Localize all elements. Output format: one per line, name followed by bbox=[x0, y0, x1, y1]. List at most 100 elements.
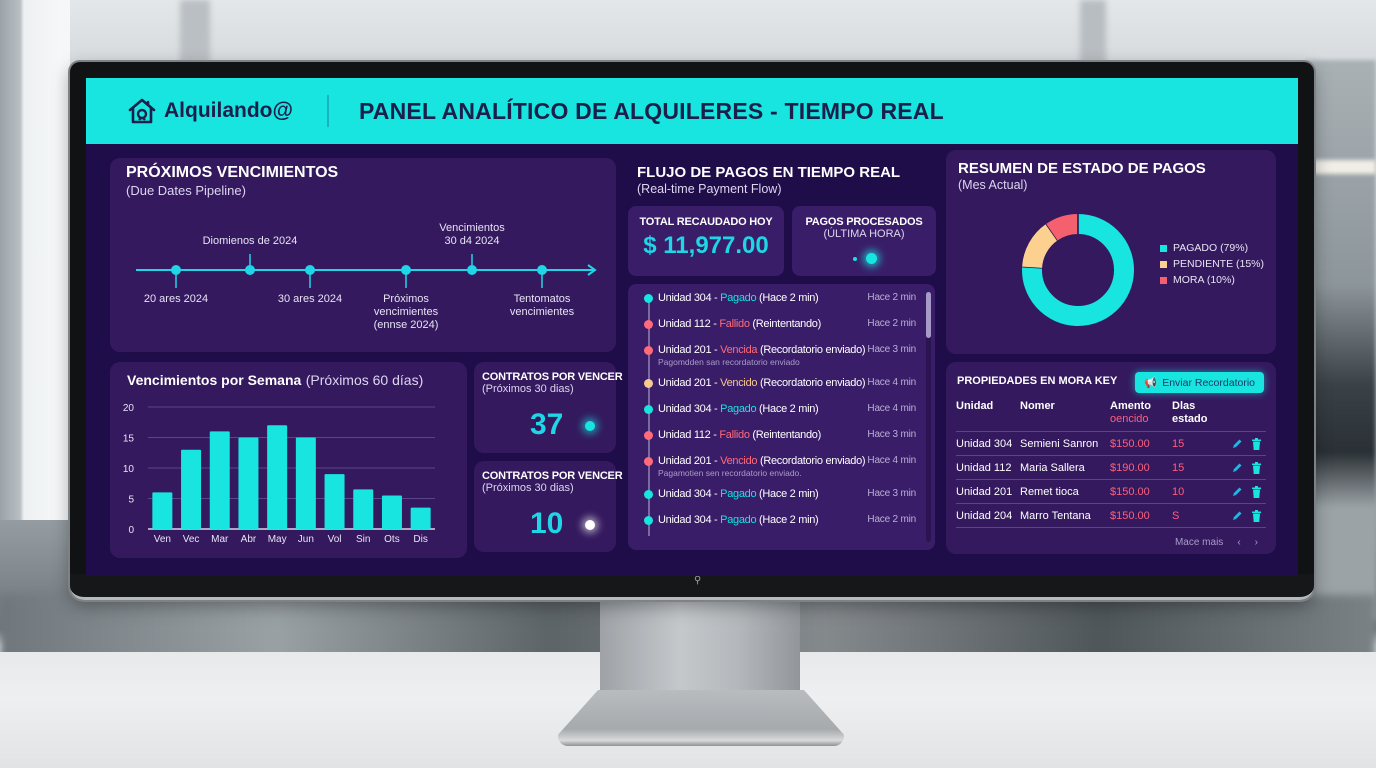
feed-status-dot bbox=[644, 379, 653, 388]
bar bbox=[353, 489, 374, 529]
cell-days: 10 bbox=[1172, 485, 1185, 498]
feed-text: Unidad 304 - Pagado (Hace 2 min) bbox=[658, 290, 819, 306]
timeline-milestone-dot bbox=[467, 265, 477, 275]
feed-detail: (Recordatorio enviado) bbox=[757, 455, 866, 467]
timeline-label: Próximos bbox=[383, 293, 429, 305]
feed-scrollbar[interactable] bbox=[926, 292, 931, 542]
feed-unit: Unidad 201 - bbox=[658, 455, 721, 467]
donut-separator bbox=[1045, 223, 1059, 241]
feed-status: Pagado bbox=[720, 514, 757, 526]
next-page-button[interactable]: › bbox=[1254, 537, 1258, 548]
megaphone-icon: 📢 bbox=[1144, 377, 1158, 389]
feed-timeline-line bbox=[648, 298, 650, 536]
delete-trash-icon[interactable] bbox=[1251, 509, 1262, 522]
feed-detail: (Reintentando) bbox=[749, 429, 821, 441]
prev-page-button[interactable]: ‹ bbox=[1237, 537, 1241, 548]
row-actions bbox=[1218, 485, 1262, 498]
feed-unit: Unidad 201 - bbox=[658, 377, 721, 389]
cell-amount: $150.00 bbox=[1110, 437, 1150, 450]
due-dates-title: PRÓXIMOS VENCIMIENTOS bbox=[126, 164, 339, 181]
x-tick-label: Jun bbox=[298, 534, 314, 545]
feed-status-dot bbox=[644, 490, 653, 499]
feed-item[interactable]: Unidad 201 - Vencido (Recordatorio envia… bbox=[628, 453, 918, 479]
x-tick-label: May bbox=[268, 534, 287, 545]
bar bbox=[381, 495, 402, 529]
arrears-title: PROPIEDADES EN MORA KEY bbox=[957, 375, 1118, 387]
delete-trash-icon[interactable] bbox=[1251, 461, 1262, 474]
cell-unit: Unidad 204 bbox=[956, 509, 1013, 522]
brand[interactable]: Alquilando@ bbox=[126, 96, 293, 126]
legend-swatch bbox=[1160, 276, 1167, 284]
feed-item[interactable]: Unidad 304 - Pagado (Hace 2 min) Hace 2 m… bbox=[628, 512, 918, 529]
feed-time: Hace 4 min bbox=[867, 377, 916, 388]
feed-time: Hace 3 min bbox=[867, 488, 916, 499]
dashboard-screen: Alquilando@ PANEL ANALÍTICO DE ALQUILERE… bbox=[86, 78, 1298, 576]
feed-unit: Unidad 304 - bbox=[658, 514, 721, 526]
row-actions bbox=[1218, 461, 1262, 474]
timeline-milestone-dot bbox=[305, 265, 315, 275]
donut-separator bbox=[1022, 265, 1043, 269]
feed-text: Unidad 304 - Pagado (Hace 2 min) bbox=[658, 512, 819, 528]
feed-scrollbar-thumb[interactable] bbox=[926, 292, 931, 338]
timeline-label: Vencimientos bbox=[439, 222, 505, 234]
table-body: Unidad 304 Semieni Sanron $150.00 15 Unidad … bbox=[956, 432, 1266, 528]
weekly-bar-chart: 0 5 10 15 20 Ven Vec Mar Abr May Jun Vol Sin Ots Dis bbox=[123, 403, 435, 545]
feed-item[interactable]: Unidad 304 - Pagado (Hace 2 min) Hace 2 m… bbox=[628, 290, 918, 307]
feed-item[interactable]: Unidad 112 - Fallido (Reintentando) Hace … bbox=[628, 316, 918, 333]
app-header: Alquilando@ PANEL ANALÍTICO DE ALQUILERE… bbox=[86, 78, 1298, 144]
send-reminder-label: Enviar Recordatorio bbox=[1162, 376, 1255, 389]
house-icon bbox=[128, 98, 156, 124]
feed-status-dot bbox=[644, 320, 653, 329]
feed-item[interactable]: Unidad 112 - Fallido (Reintentando) Hace … bbox=[628, 427, 918, 444]
feed-detail: (Recordatorio enviado) bbox=[757, 377, 866, 389]
delete-trash-icon[interactable] bbox=[1251, 485, 1262, 498]
feed-status-dot bbox=[644, 346, 653, 355]
feed-status: Vencido bbox=[720, 455, 758, 467]
cell-unit: Unidad 201 bbox=[956, 485, 1013, 498]
edit-pencil-icon[interactable] bbox=[1231, 462, 1243, 474]
edit-pencil-icon[interactable] bbox=[1231, 510, 1243, 522]
timeline-milestone-dot bbox=[537, 265, 547, 275]
col-amount-line1: Amento bbox=[1110, 400, 1151, 412]
see-more-link[interactable]: Mace mais bbox=[1174, 537, 1224, 548]
feed-status-dot bbox=[644, 294, 653, 303]
send-reminder-button[interactable]: 📢 Enviar Recordatorio bbox=[1135, 372, 1264, 393]
row-actions bbox=[1218, 509, 1262, 522]
payment-feed[interactable]: Unidad 304 - Pagado (Hace 2 min) Hace 2 m… bbox=[628, 284, 935, 550]
edit-pencil-icon[interactable] bbox=[1231, 486, 1243, 498]
monitor-logo-icon: ⚲ bbox=[694, 575, 702, 586]
feed-text: Unidad 201 - Vencida (Recordatorio envia… bbox=[658, 342, 866, 358]
payment-status-subtitle: (Mes Actual) bbox=[958, 178, 1028, 192]
timeline-label: vencimientes bbox=[374, 306, 439, 318]
cell-amount: $150.00 bbox=[1110, 509, 1150, 522]
feed-time: Hace 2 min bbox=[867, 514, 916, 525]
feed-status: Pagado bbox=[720, 403, 757, 415]
legend-item: PAGADO (79%) bbox=[1160, 242, 1264, 254]
page-title: PANEL ANALÍTICO DE ALQUILERES - TIEMPO R… bbox=[358, 97, 944, 124]
feed-status-dot bbox=[644, 431, 653, 440]
legend-label: MORA (10%) bbox=[1173, 274, 1235, 286]
cell-name: Marro Tentana bbox=[1020, 509, 1091, 522]
feed-item[interactable]: Unidad 304 - Pagado (Hace 2 min) Hace 4 m… bbox=[628, 401, 918, 418]
feed-item[interactable]: Unidad 304 - Pagado (Hace 2 min) Hace 3 m… bbox=[628, 486, 918, 503]
contracts-value: 37 bbox=[530, 408, 564, 441]
table-row: Unidad 304 Semieni Sanron $150.00 15 bbox=[956, 432, 1266, 456]
table-row: Unidad 112 Maria Sallera $190.00 15 bbox=[956, 456, 1266, 480]
due-dates-card: PRÓXIMOS VENCIMIENTOS (Due Dates Pipelin… bbox=[110, 158, 616, 352]
legend-swatch bbox=[1160, 244, 1167, 252]
cell-name: Remet tioca bbox=[1020, 485, 1079, 498]
feed-detail: (Hace 2 min) bbox=[756, 403, 819, 415]
y-tick-label: 10 bbox=[123, 464, 135, 475]
feed-status-dot bbox=[644, 516, 653, 525]
timeline-label: Diomienos de 2024 bbox=[203, 235, 298, 247]
feed-item[interactable]: Unidad 201 - Vencido (Recordatorio envia… bbox=[628, 375, 918, 392]
edit-pencil-icon[interactable] bbox=[1231, 438, 1243, 450]
contracts-subtitle: (Próximos 30 dias) bbox=[482, 383, 574, 395]
delete-trash-icon[interactable] bbox=[1251, 437, 1262, 450]
cell-days: 15 bbox=[1172, 437, 1185, 450]
status-indicator-dot bbox=[585, 421, 595, 431]
feed-item[interactable]: Unidad 201 - Vencida (Recordatorio envia… bbox=[628, 342, 918, 368]
bar bbox=[410, 507, 431, 529]
feed-detail: (Reintentando) bbox=[749, 318, 821, 330]
payment-status-donut bbox=[1022, 214, 1134, 326]
